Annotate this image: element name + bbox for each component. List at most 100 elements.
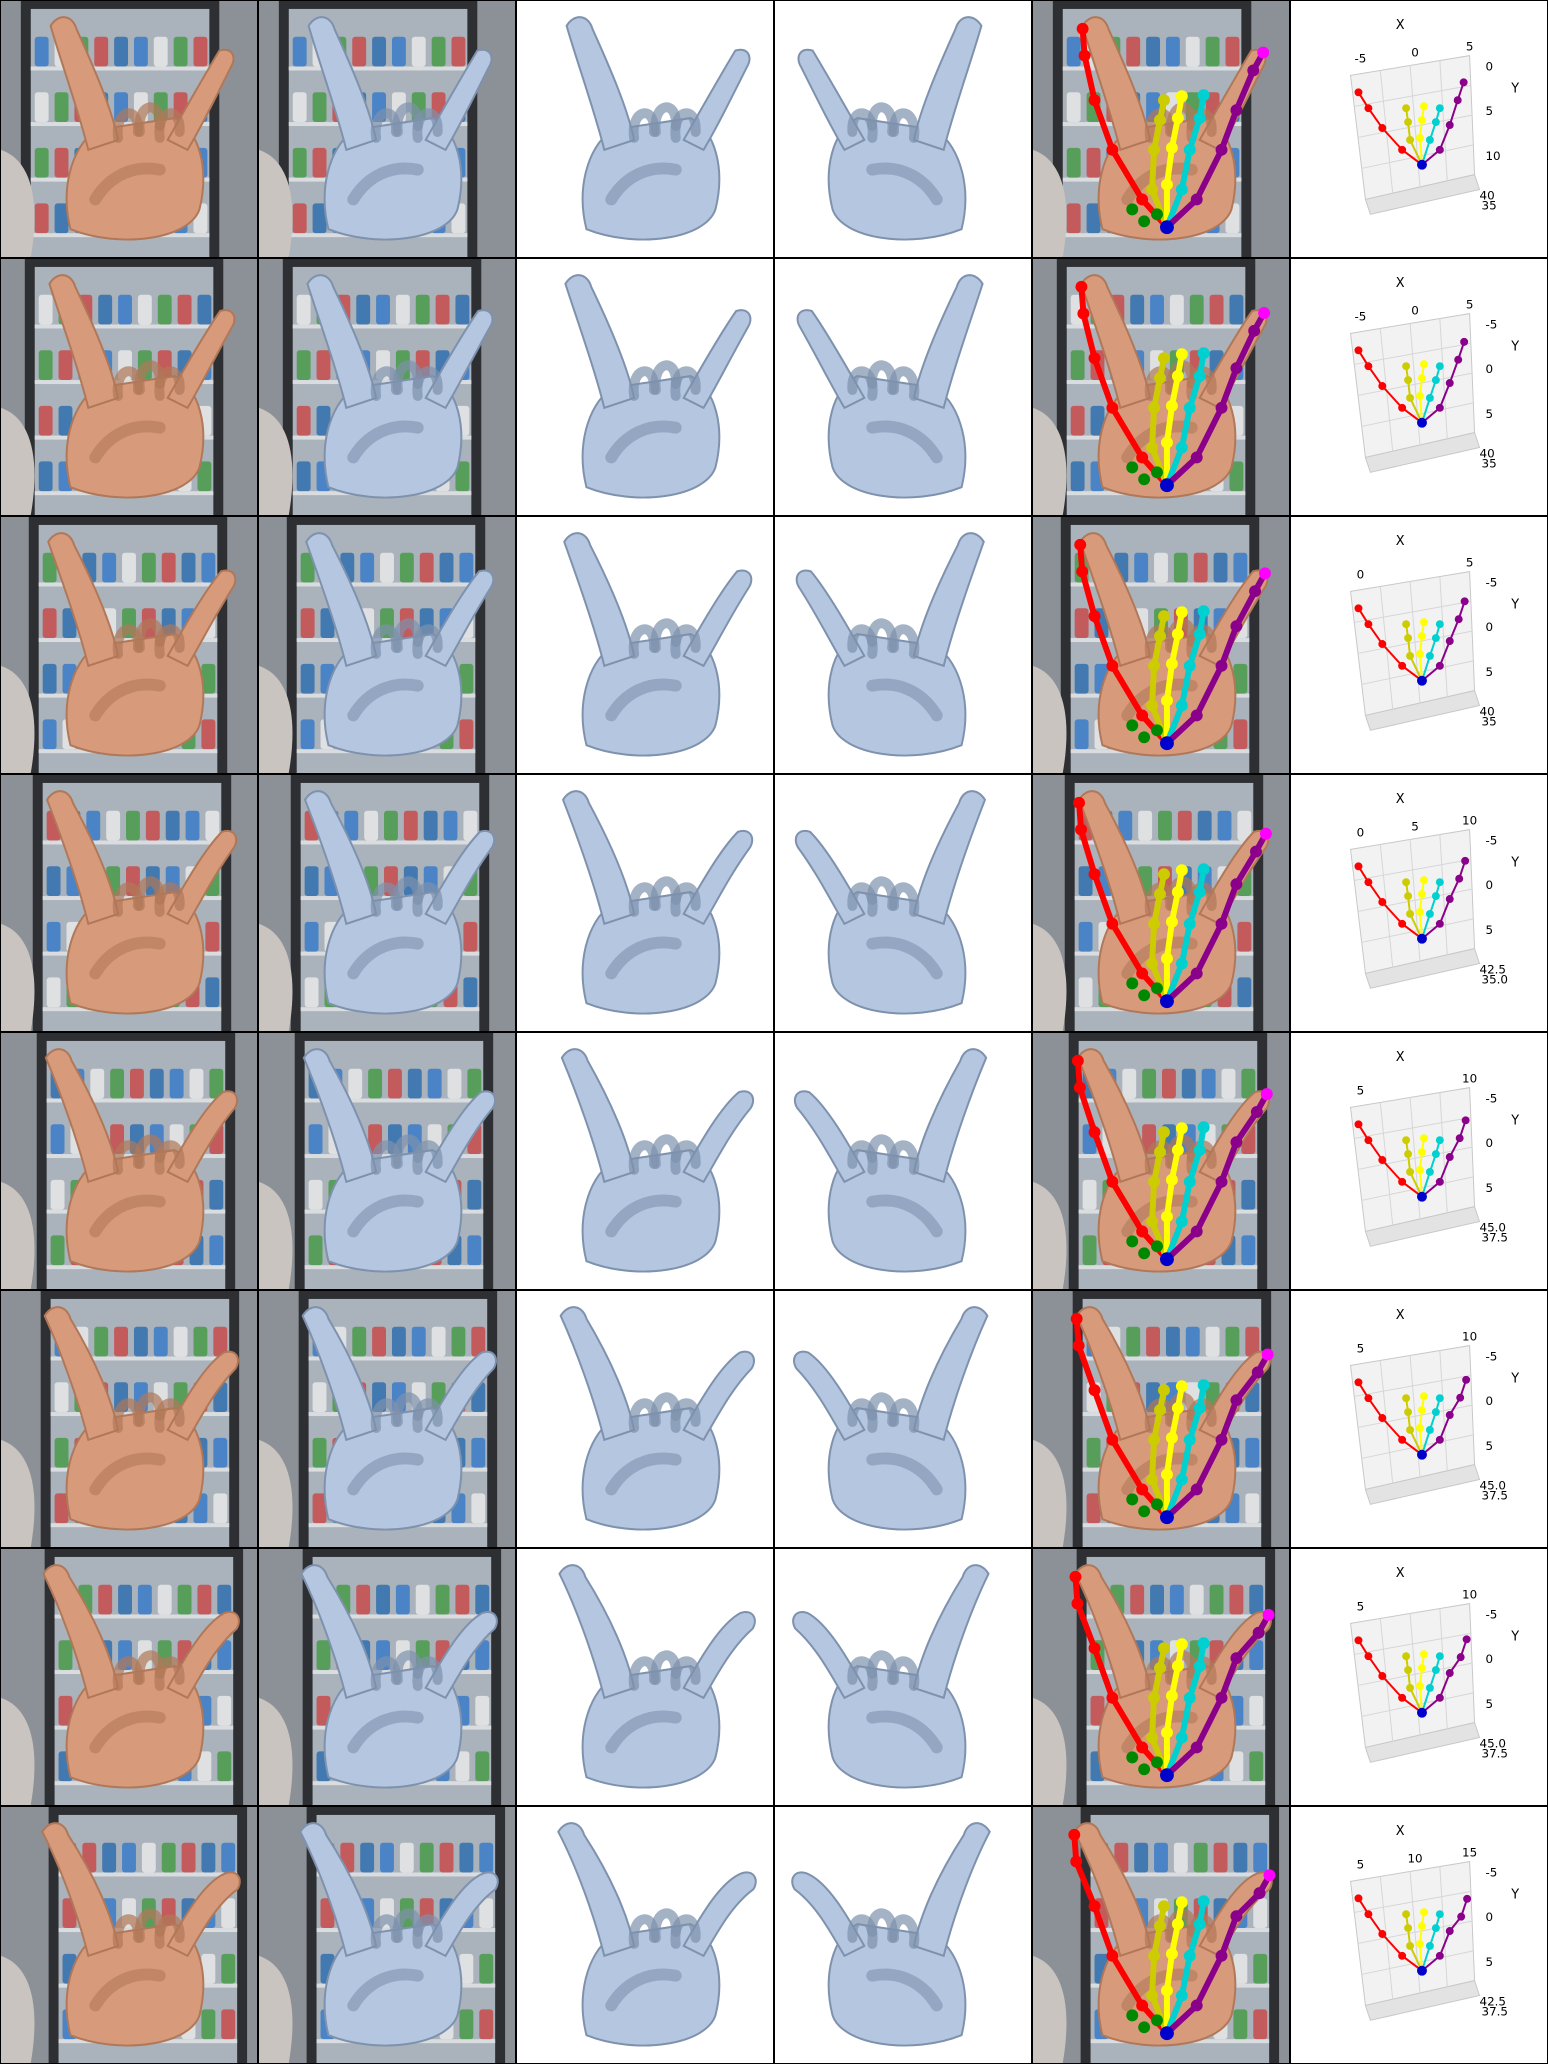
drink-can [38, 294, 53, 325]
photo-index-finger [47, 532, 120, 668]
photo-palm [65, 891, 205, 1015]
skeleton-thumb-joint [1071, 1597, 1084, 1610]
mesh-overlay-curled-finger [412, 882, 443, 917]
mesh-overlay-index-finger [302, 1048, 378, 1184]
plot3d-thumb-point [1354, 1636, 1363, 1645]
mesh-front-view [561, 790, 754, 1015]
cell-row-3-mesh-front [516, 516, 774, 774]
plot3d-gridline [1439, 1092, 1448, 1213]
plot3d-index-point [1406, 651, 1415, 660]
skeleton-palm-joint [1138, 731, 1151, 744]
drink-can [1070, 350, 1085, 381]
cell-row-1-photo [0, 0, 258, 258]
drink-can [1205, 36, 1220, 67]
photo-thumb [89, 420, 166, 464]
plot3d-x-tick: 0 [1411, 46, 1419, 60]
photo-curled-finger [154, 1656, 185, 1691]
cell-row-3-photo [0, 516, 258, 774]
mesh-front-curled-finger [670, 1914, 701, 1949]
cell-row-3-mesh-side [774, 516, 1032, 774]
plot3d-middle-point [1419, 876, 1428, 885]
skeleton-overlay-index-finger [1077, 790, 1152, 926]
plot3d-ring-point [1431, 1666, 1440, 1675]
drink-can [443, 810, 458, 841]
drink-can [1070, 405, 1085, 436]
skeleton-wrist-joint [1160, 736, 1174, 751]
sleeve [1, 149, 35, 257]
plot3d-thumb-point [1354, 1378, 1363, 1387]
plot3d-index-point [1404, 1408, 1413, 1417]
mesh-front-curled-finger [670, 882, 701, 917]
photo-view [1, 259, 257, 515]
cell-row-4-mesh-front [516, 774, 774, 1032]
drink-can [1217, 810, 1232, 841]
mesh-side-thumb [866, 1710, 943, 1754]
plot3d-pane [1349, 1602, 1476, 1749]
plot3d-floor [1364, 1206, 1481, 1247]
plot3d-z-tick: 40 [1480, 704, 1495, 718]
drink-can [1169, 1584, 1184, 1615]
plot3d-thumb-point [1364, 878, 1373, 887]
plot3d-gridline [1439, 1350, 1448, 1471]
skeleton-middle-joint [1165, 1947, 1178, 1960]
skeleton-palm-joint [1151, 1498, 1163, 1511]
skeleton-ring-joint [1197, 1637, 1210, 1650]
plot3d-x-tick: 0 [1411, 304, 1419, 318]
drink-can [1249, 1695, 1264, 1726]
fridge-shelf [38, 638, 218, 643]
drink-can [149, 1068, 164, 1099]
mesh-overlay-index-finger [299, 1822, 378, 1958]
mesh-front-index-finger [559, 1306, 636, 1442]
drink-can [1233, 2009, 1248, 2040]
drink-can [1233, 663, 1248, 694]
drink-can [122, 552, 136, 583]
drink-can [1130, 1584, 1145, 1615]
drink-can [50, 1124, 65, 1155]
skeleton-thumb-joint [1106, 1433, 1119, 1446]
drink-can [1225, 1326, 1240, 1357]
plot3d-floor [1364, 174, 1481, 215]
drink-can [209, 1068, 224, 1099]
drink-can [54, 1382, 69, 1413]
drink-can [304, 921, 319, 952]
drink-can [193, 36, 208, 67]
skeleton-index-joint [1148, 143, 1161, 156]
drink-can [54, 147, 69, 178]
plot3d-ring-bone [1421, 107, 1441, 166]
mesh-overlay-curled-finger [412, 1656, 443, 1691]
skeleton-thumb-joint [1068, 1828, 1081, 1841]
drink-can [356, 1584, 371, 1615]
skeleton-overlay-view [1033, 1807, 1289, 2063]
plot3d-pinky-point [1435, 1693, 1444, 1702]
drink-can [185, 810, 200, 841]
drink-can [221, 1898, 236, 1929]
skeleton-ring-joint [1183, 917, 1196, 930]
plot3d-x-tick: 10 [1462, 814, 1477, 828]
plot3d-x-tick: 5 [1466, 556, 1474, 570]
drink-can [34, 36, 49, 67]
plot3d-thumb-point [1398, 145, 1407, 154]
skeleton-middle-joint [1171, 1144, 1184, 1157]
plot3d-gridline [1439, 834, 1448, 955]
drink-can [1253, 1953, 1268, 1984]
cell-row-6-photo [0, 1290, 258, 1548]
plot3d-index-point [1406, 1425, 1415, 1434]
fridge-shelf [46, 1098, 226, 1103]
mesh-front-curled-finger [670, 1398, 701, 1433]
plot3d-y-tick: 5 [1485, 923, 1493, 937]
mesh-overlay-thumb [347, 678, 424, 722]
sleeve [1, 1955, 35, 2063]
plot3d-wrist-point [1417, 1965, 1427, 1976]
skeleton-thumb-joint [1106, 1949, 1119, 1962]
skeleton-palm-joint [1151, 466, 1163, 479]
skeleton-thumb-joint [1088, 1126, 1101, 1139]
skeleton-pinky-joint [1190, 1225, 1203, 1238]
drink-can [1082, 1179, 1097, 1210]
drink-can [391, 36, 406, 67]
mesh-side-thumb [866, 1452, 943, 1496]
plot3d-pinky-point [1460, 597, 1469, 606]
drink-can [201, 552, 216, 583]
plot3d-ring-point [1435, 620, 1444, 629]
drink-can [58, 350, 73, 381]
mesh-side-index-finger [912, 274, 984, 410]
